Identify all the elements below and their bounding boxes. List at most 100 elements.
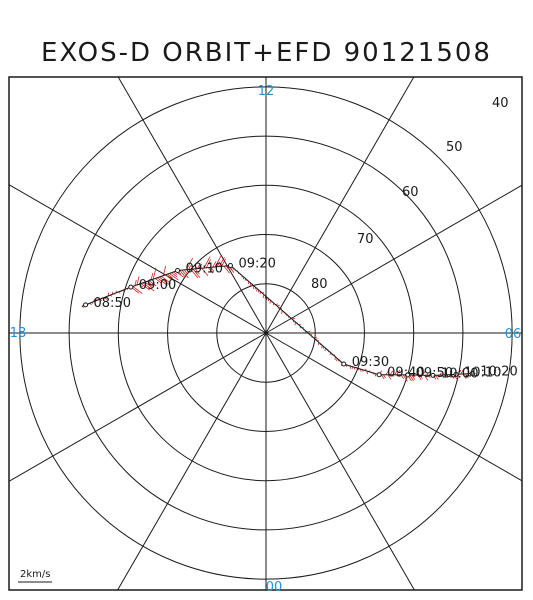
efd-vector: [140, 283, 151, 291]
efd-vector: [190, 268, 199, 279]
orbit-time-marker: [430, 372, 436, 378]
efd-vector: [194, 268, 200, 275]
efd-vector: [411, 374, 416, 380]
efd-vector: [396, 369, 401, 376]
mlt-label-00: 00: [266, 580, 283, 595]
orbit-time-label: 08:50: [94, 296, 131, 311]
latitude-label: 70: [357, 232, 374, 247]
latitude-label: 40: [492, 96, 509, 111]
efd-vector: [400, 374, 404, 380]
mlt-label-18: 18: [10, 326, 27, 341]
efd-vector: [169, 273, 179, 281]
orbit-time-marker: [175, 267, 181, 273]
orbit-time-marker: [453, 371, 459, 377]
efd-vector: [161, 275, 172, 284]
efd-vector: [366, 370, 368, 375]
orbit-time-label: 09:00: [139, 278, 176, 293]
efd-vector: [221, 258, 226, 267]
efd-vector: [457, 369, 462, 375]
efd-vector: [181, 269, 189, 279]
efd-vector: [451, 374, 455, 379]
orbit-time-label: 09:30: [352, 355, 389, 370]
efd-vectors: [81, 255, 476, 382]
mlt-radial-line: [117, 77, 267, 334]
efd-vector: [173, 271, 178, 275]
efd-vector: [142, 282, 155, 292]
orbit-time-label: 09:10: [186, 261, 223, 276]
efd-vector: [134, 280, 137, 286]
mlt-radial-line: [9, 332, 267, 482]
efd-vector: [402, 374, 408, 382]
efd-vector: [462, 373, 467, 379]
efd-vector: [394, 370, 398, 376]
efd-vector: [186, 257, 194, 270]
efd-vector: [183, 269, 189, 275]
efd-vector: [171, 272, 178, 278]
orbit-time-marker: [83, 302, 89, 308]
efd-vector: [205, 259, 211, 268]
latitude-label: 80: [311, 277, 328, 292]
orbit-time-label: 10:20: [480, 364, 517, 379]
mlt-radial-line: [9, 184, 267, 334]
efd-vector: [448, 374, 452, 379]
chart-title: EXOS-D ORBIT+EFD 90121508: [41, 38, 492, 68]
efd-vector: [212, 261, 217, 268]
orbit-track: [81, 262, 476, 378]
orbit-time-label: 10:00: [441, 366, 478, 381]
efd-vector: [146, 280, 155, 287]
efd-vector: [132, 286, 143, 294]
latitude-label: 60: [402, 185, 419, 200]
efd-scale: 2km/s: [18, 569, 52, 583]
mlt-radial-line: [117, 332, 267, 590]
labels: 40 50 60 70 80 12 06 00 18 08:50 09:00 09:10 09:20 09…: [10, 84, 522, 595]
orbit-time-label: 09:20: [238, 256, 275, 271]
efd-vector: [262, 294, 265, 299]
mlt-radial-line: [265, 332, 522, 482]
efd-vector: [150, 273, 154, 280]
efd-vector: [199, 263, 203, 269]
orbit-time-marker: [128, 284, 134, 290]
efd-vector: [179, 270, 186, 278]
efd-scale-label: 2km/s: [20, 569, 50, 580]
efd-vector: [409, 374, 414, 382]
orbit-time-marker: [469, 370, 475, 376]
orbit-line: [81, 264, 476, 376]
orbit-time-label: 09:50: [416, 366, 453, 381]
efd-vector: [415, 370, 420, 376]
efd-vector: [162, 265, 167, 276]
efd-vector: [144, 281, 153, 288]
efd-vector: [154, 278, 162, 284]
latitude-label: 50: [446, 140, 463, 155]
efd-vector: [380, 374, 385, 380]
mlt-radial-line: [265, 332, 415, 590]
efd-vector: [138, 283, 144, 288]
efd-vector: [383, 374, 386, 379]
efd-vector: [136, 276, 140, 285]
orbit-time-marker: [227, 262, 233, 268]
mlt-label-06: 06: [505, 327, 522, 342]
efd-vector: [464, 373, 469, 378]
orbit-time-marker: [341, 361, 347, 367]
efd-vector: [225, 265, 230, 270]
efd-vector: [424, 375, 429, 381]
efd-vector: [210, 267, 215, 272]
efd-vector: [203, 256, 211, 269]
efd-vector: [419, 374, 423, 379]
efd-vector: [214, 255, 222, 268]
efd-vector: [216, 261, 221, 267]
orbit-time-marker: [405, 372, 411, 378]
orbit-time-marker: [376, 372, 382, 378]
efd-vector: [208, 267, 214, 274]
efd-vector: [434, 375, 439, 380]
efd-vector: [152, 267, 157, 280]
mlt-radial-line: [265, 77, 415, 334]
efd-vector: [387, 374, 392, 380]
efd-vector: [417, 374, 422, 381]
efd-vector: [159, 276, 171, 286]
efd-vector: [422, 370, 426, 376]
orbit-time-label: 10:10: [464, 365, 501, 380]
efd-vector: [167, 273, 173, 279]
efd-vector: [156, 277, 168, 286]
mlt-label-12: 12: [258, 84, 275, 99]
